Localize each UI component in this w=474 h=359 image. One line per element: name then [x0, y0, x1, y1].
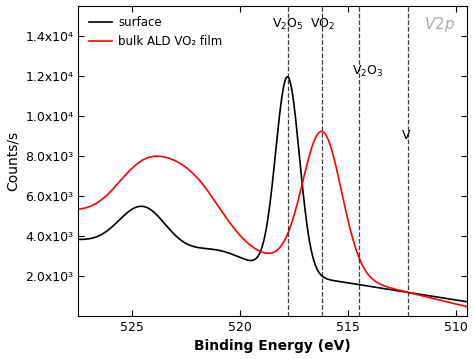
- bulk ALD VO₂ film: [75, 207, 81, 211]
- surface: [87, 237, 92, 241]
- Legend: surface, bulk ALD VO₂ film: surface, bulk ALD VO₂ film: [84, 11, 228, 53]
- bulk ALD VO₂ film: [86, 205, 92, 209]
- bulk ALD VO₂ film: [319, 129, 324, 134]
- surface: [158, 217, 164, 221]
- Text: $\mathregular{VO_2}$: $\mathregular{VO_2}$: [310, 17, 335, 32]
- surface: [464, 299, 470, 304]
- Text: $\mathregular{V_2O_3}$: $\mathregular{V_2O_3}$: [352, 64, 384, 79]
- Text: $\mathregular{V_2O_5}$: $\mathregular{V_2O_5}$: [272, 17, 303, 32]
- bulk ALD VO₂ film: [285, 231, 291, 236]
- bulk ALD VO₂ film: [87, 205, 92, 209]
- Text: V: V: [402, 129, 410, 142]
- surface: [86, 237, 92, 241]
- surface: [275, 131, 281, 135]
- bulk ALD VO₂ film: [158, 154, 164, 159]
- surface: [285, 75, 291, 79]
- Y-axis label: Counts/s: Counts/s: [6, 131, 19, 191]
- Line: bulk ALD VO₂ film: bulk ALD VO₂ film: [78, 131, 467, 307]
- bulk ALD VO₂ film: [464, 304, 470, 309]
- Text: $\mathit{V2p}$: $\mathit{V2p}$: [424, 15, 455, 34]
- Line: surface: surface: [78, 77, 467, 302]
- surface: [75, 237, 81, 242]
- X-axis label: Binding Energy (eV): Binding Energy (eV): [194, 340, 351, 354]
- surface: [444, 297, 450, 301]
- surface: [285, 75, 291, 79]
- bulk ALD VO₂ film: [444, 300, 450, 304]
- bulk ALD VO₂ film: [275, 248, 281, 252]
